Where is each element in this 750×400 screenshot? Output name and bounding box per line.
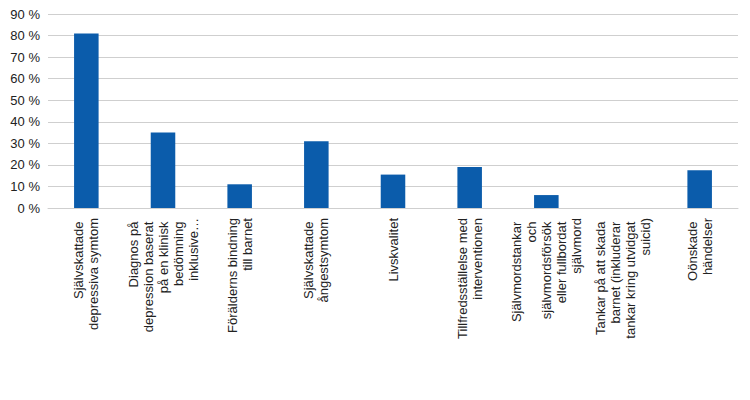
svg-text:barnet (inkluderar: barnet (inkluderar [608,218,623,324]
svg-text:tankar kring utvidgat: tankar kring utvidgat [623,218,638,339]
svg-text:70 %: 70 % [10,50,40,65]
svg-text:80 %: 80 % [10,28,40,43]
svg-text:60 %: 60 % [10,71,40,86]
svg-text:självmordsförsök: självmordsförsök [539,218,554,319]
svg-text:Självmordstankar: Självmordstankar [509,218,524,322]
svg-text:eller fullbordat: eller fullbordat [554,218,569,303]
svg-text:självmord: självmord [569,218,584,274]
svg-text:och: och [524,218,539,243]
svg-text:interventionen: interventionen [470,218,485,303]
svg-text:på en klinisk: på en klinisk [156,218,171,293]
svg-text:Självskattade: Självskattade [71,218,86,299]
svg-text:Förälderns bindning: Förälderns bindning [225,218,240,333]
svg-text:depressiva symtom: depressiva symtom [86,218,101,330]
svg-text:suicid): suicid) [638,218,653,256]
svg-text:bedömning: bedömning [171,218,186,286]
svg-text:depression baserat: depression baserat [141,218,156,332]
svg-text:händelser: händelser [700,217,715,275]
svg-text:inklusive…: inklusive… [186,218,201,281]
svg-text:50 %: 50 % [10,93,40,108]
svg-text:20 %: 20 % [10,157,40,172]
svg-text:Självskattade: Självskattade [301,218,316,299]
svg-text:Diagnos på: Diagnos på [126,218,141,287]
svg-text:0 %: 0 % [18,201,41,216]
svg-text:Tankar på att skada: Tankar på att skada [593,218,608,335]
svg-text:30 %: 30 % [10,136,40,151]
svg-text:10 %: 10 % [10,179,40,194]
svg-text:ångestsymtom: ångestsymtom [316,218,331,303]
svg-text:Tillfredsställelse med: Tillfredsställelse med [455,218,470,339]
svg-text:40 %: 40 % [10,114,40,129]
svg-text:90 %: 90 % [10,7,40,22]
svg-text:Oönskade: Oönskade [685,218,700,281]
svg-text:till barnet: till barnet [240,218,255,275]
svg-text:Livskvalitet: Livskvalitet [386,218,401,282]
